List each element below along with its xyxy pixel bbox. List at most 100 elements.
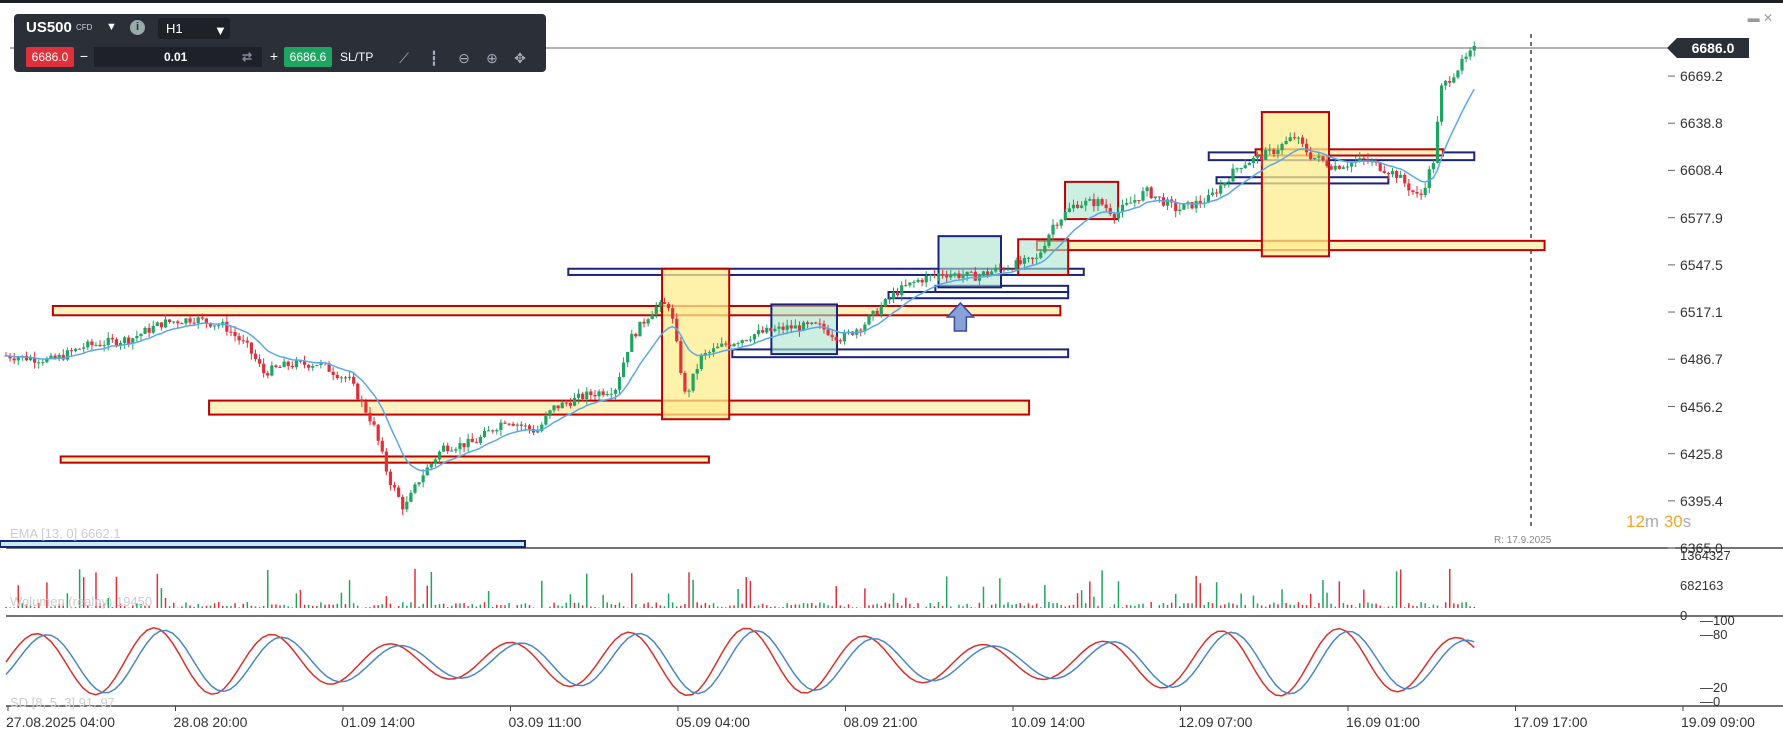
- qty-minus-button[interactable]: −: [79, 48, 89, 64]
- candle-body: [1300, 137, 1305, 144]
- candles-layer: [4, 41, 1476, 516]
- move-icon[interactable]: ✥: [514, 50, 526, 66]
- candle-body: [413, 484, 417, 493]
- zones-layer: [0, 111, 1546, 548]
- candle-body: [331, 371, 335, 375]
- candle-body: [679, 341, 683, 373]
- line-chart-icon[interactable]: ⟋: [399, 50, 409, 66]
- candle-body: [1088, 199, 1092, 201]
- candle-body: [801, 322, 806, 331]
- candle-body: [16, 357, 20, 361]
- candles-icon[interactable]: ┇: [429, 50, 439, 66]
- quantity-input[interactable]: 0.01 ⇄: [94, 47, 262, 67]
- zone-box: [1260, 111, 1331, 258]
- candle-body: [1165, 199, 1170, 206]
- candle-body: [523, 425, 528, 427]
- candle-body: [466, 438, 470, 448]
- candle-body: [621, 362, 626, 377]
- sd-indicator-label[interactable]: SD [8, 5, 3] 91, 97: [10, 695, 115, 710]
- candle-body: [777, 326, 781, 329]
- candle-body: [1137, 200, 1141, 202]
- candle-body: [548, 410, 552, 416]
- candle-body: [617, 376, 622, 390]
- arrow-up-icon: [945, 301, 976, 332]
- candle-body: [527, 425, 532, 429]
- candle-body: [388, 471, 393, 486]
- candle-body: [883, 299, 887, 307]
- candle-body: [163, 319, 168, 328]
- sell-button[interactable]: 6686.0: [26, 47, 74, 67]
- candle-body: [392, 485, 397, 488]
- candle-body: [1067, 208, 1071, 213]
- candle-body: [429, 463, 433, 468]
- candle-body: [1235, 168, 1239, 170]
- candle-body: [1075, 204, 1080, 208]
- candle-body: [863, 324, 867, 331]
- candle-body: [1047, 234, 1051, 246]
- candle-body: [871, 310, 875, 316]
- candle-body: [1153, 196, 1157, 199]
- candle-body: [1080, 205, 1084, 208]
- candle-body: [1071, 204, 1076, 209]
- candle-body: [28, 357, 33, 361]
- minimize-icon[interactable]: ▬: [1747, 11, 1760, 25]
- chevron-down-icon[interactable]: ▼: [106, 21, 117, 33]
- candle-body: [912, 281, 916, 283]
- candle-body: [797, 325, 802, 331]
- candle-body: [1010, 268, 1014, 271]
- candle-body: [1411, 190, 1415, 193]
- symbol-label[interactable]: US500: [26, 19, 72, 36]
- candle-body: [593, 395, 597, 397]
- ema-indicator-label[interactable]: EMA [13, 0] 6662.1: [10, 526, 121, 541]
- candle-body: [1317, 156, 1321, 158]
- candle-body: [744, 340, 748, 342]
- candle-body: [1419, 193, 1423, 195]
- candle-body: [1104, 204, 1108, 209]
- candle-body: [94, 344, 98, 346]
- close-icon[interactable]: ✕: [1762, 11, 1773, 25]
- candle-body: [552, 405, 556, 411]
- candle-body: [720, 343, 724, 347]
- candle-body: [581, 393, 585, 399]
- candle-body: [519, 424, 523, 426]
- y-tick-label: 6669.2: [1680, 68, 1723, 85]
- info-icon[interactable]: i: [130, 20, 145, 35]
- volume-tick-label: 0: [1680, 608, 1688, 623]
- zoom-out-icon[interactable]: ⊖: [458, 50, 470, 66]
- ema-layer: [5, 88, 1475, 472]
- candle-body: [1251, 157, 1256, 163]
- candle-body: [433, 459, 438, 464]
- grid-lines: [6, 34, 1783, 711]
- candle-body: [1120, 204, 1125, 213]
- candle-body: [364, 400, 368, 413]
- candle-body: [1276, 150, 1280, 154]
- candle-body: [482, 430, 487, 437]
- candle-body: [662, 302, 667, 304]
- candle-body: [891, 292, 896, 299]
- sl-tp-button[interactable]: SL/TP: [340, 50, 374, 64]
- candle-body: [695, 368, 699, 374]
- zone-box: [937, 235, 1002, 289]
- candle-body: [752, 334, 757, 340]
- candle-body: [1325, 160, 1329, 167]
- qty-plus-button[interactable]: +: [269, 48, 279, 64]
- candle-body: [920, 279, 924, 283]
- candle-body: [1157, 196, 1161, 198]
- candle-body: [908, 282, 912, 286]
- candle-body: [564, 402, 568, 404]
- x-tick-label: 05.09 04:00: [676, 714, 750, 730]
- candle-body: [123, 337, 127, 343]
- zoom-in-icon[interactable]: ⊕: [486, 50, 498, 66]
- swap-icon[interactable]: ⇄: [242, 50, 253, 64]
- candle-body: [417, 482, 421, 485]
- candle-body: [1337, 165, 1341, 169]
- buy-button[interactable]: 6686.6: [284, 47, 332, 67]
- candle-body: [225, 321, 229, 332]
- stoch-tick-label: —20: [1700, 680, 1728, 695]
- candle-body: [650, 314, 654, 320]
- candle-body: [1210, 192, 1215, 196]
- volume-indicator-label[interactable]: Wolumen (realny) 19450: [10, 594, 153, 609]
- timeframe-select[interactable]: H1 ▼: [158, 18, 230, 39]
- candle-body: [409, 492, 413, 502]
